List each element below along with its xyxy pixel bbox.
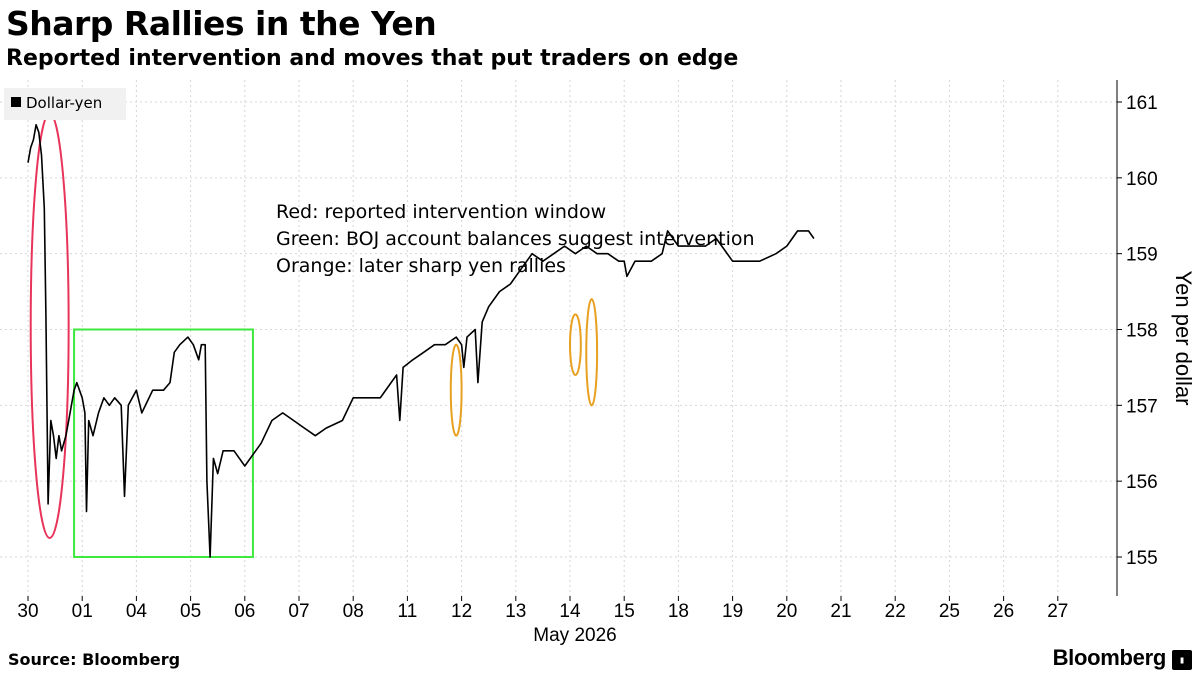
annotation-line: Orange: later sharp yen rallies bbox=[276, 255, 566, 277]
y-tick-label: 157 bbox=[1126, 396, 1158, 417]
x-tick-label: 30 bbox=[17, 601, 38, 622]
highlight-ellipse bbox=[449, 343, 463, 437]
y-tick-label: 161 bbox=[1126, 93, 1158, 114]
y-tick-label: 158 bbox=[1126, 321, 1158, 342]
chart-subtitle: Reported intervention and moves that put… bbox=[6, 46, 739, 71]
x-tick-label: 15 bbox=[614, 601, 635, 622]
x-tick-label: 05 bbox=[180, 601, 201, 622]
highlight-rect bbox=[73, 328, 254, 558]
legend-label: Dollar-yen bbox=[26, 94, 102, 112]
x-tick-label: 27 bbox=[1047, 601, 1068, 622]
series-dollar-yen bbox=[27, 124, 815, 558]
highlight-shapes bbox=[29, 112, 599, 558]
x-tick-label: 20 bbox=[776, 601, 797, 622]
x-tick-label: 22 bbox=[885, 601, 906, 622]
terminal-icon: ▮ bbox=[1172, 650, 1192, 670]
y-tick-label: 159 bbox=[1126, 245, 1158, 266]
x-tick-label: 07 bbox=[288, 601, 309, 622]
annotation-line: Green: BOJ account balances suggest inte… bbox=[276, 228, 755, 250]
x-tick-label: 08 bbox=[343, 601, 364, 622]
x-axis-label: May 2026 bbox=[533, 625, 616, 646]
x-tick-label: 19 bbox=[722, 601, 743, 622]
annotation-text: Red: reported intervention window Green: … bbox=[276, 201, 755, 277]
x-tick-label: 04 bbox=[126, 601, 148, 622]
y-tick-label: 155 bbox=[1126, 548, 1158, 569]
x-tick-label: 26 bbox=[993, 601, 1014, 622]
y-tick-label: 156 bbox=[1126, 472, 1158, 493]
y-tick-label: 160 bbox=[1126, 169, 1158, 190]
x-tick-label: 14 bbox=[559, 601, 581, 622]
highlight-ellipse bbox=[585, 298, 599, 407]
x-tick-label: 18 bbox=[668, 601, 689, 622]
x-tick-label: 12 bbox=[451, 601, 472, 622]
x-tick-label: 11 bbox=[398, 601, 418, 622]
x-tick-label: 06 bbox=[234, 601, 255, 622]
series-line bbox=[27, 124, 815, 558]
annotation-line: Red: reported intervention window bbox=[276, 201, 606, 223]
legend: Dollar-yen bbox=[4, 88, 126, 120]
x-tick-label: 13 bbox=[505, 601, 526, 622]
legend-swatch bbox=[11, 97, 21, 107]
x-tick-label: 21 bbox=[830, 601, 851, 622]
grid-lines bbox=[0, 80, 1117, 596]
x-tick-label: 01 bbox=[72, 601, 93, 622]
brand-logo: Bloomberg bbox=[1052, 645, 1167, 670]
highlight-ellipse bbox=[569, 313, 582, 376]
source-note: Source: Bloomberg bbox=[8, 650, 181, 669]
axes: 155 156 157 158 159 160 161 Yen per dollar 30 01 0… bbox=[17, 80, 1196, 646]
chart-title: Sharp Rallies in the Yen bbox=[6, 4, 437, 43]
x-tick-label: 25 bbox=[939, 601, 960, 622]
y-axis-label: Yen per dollar bbox=[1171, 271, 1196, 406]
legend-box bbox=[4, 88, 126, 120]
